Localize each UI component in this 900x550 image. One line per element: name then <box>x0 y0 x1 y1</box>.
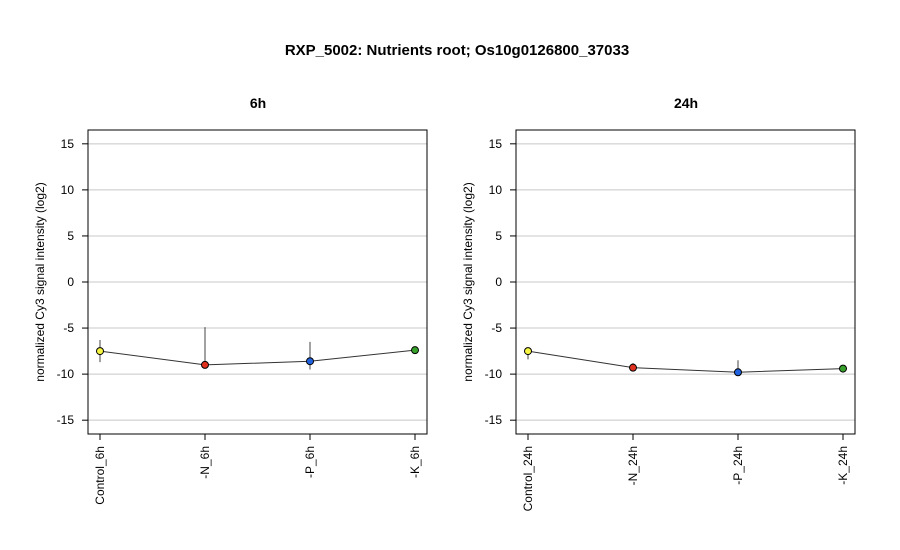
y-tick-label: -10 <box>485 367 503 381</box>
data-point <box>201 360 209 369</box>
y-tick-label: 0 <box>67 275 74 289</box>
data-point <box>524 347 532 356</box>
data-point <box>411 346 419 355</box>
x-tick-label: -P_24h <box>731 446 745 485</box>
y-axis-label: normalized Cy3 signal intensity (log2) <box>461 182 475 381</box>
data-point <box>839 364 847 373</box>
panel-title: 24h <box>674 95 698 111</box>
x-tick-label: -N_24h <box>626 446 640 485</box>
y-tick-label: 10 <box>489 183 503 197</box>
x-tick-label: -K_6h <box>408 446 422 478</box>
plot-frame <box>87 129 428 435</box>
data-point <box>96 347 104 356</box>
y-tick-label: -5 <box>63 321 74 335</box>
panel-6h: 6h -15 -10 -5 0 5 10 15 normalized Cy3 signal in… <box>33 95 428 505</box>
series-line <box>527 350 844 373</box>
panel-24h: 24h -15 -10 -5 0 5 10 15 normalized Cy3 signal i… <box>461 95 856 511</box>
y-axis-label: normalized Cy3 signal intensity (log2) <box>33 182 47 381</box>
y-tick-label: 15 <box>489 137 503 151</box>
y-tick-label: 0 <box>495 275 502 289</box>
series-line <box>99 349 416 366</box>
data-point <box>734 368 742 377</box>
y-tick-label: -15 <box>57 413 75 427</box>
y-tick-label: -10 <box>57 367 75 381</box>
y-tick-label: 5 <box>495 229 502 243</box>
x-tick-label: -K_24h <box>836 446 850 485</box>
y-tick-label: 5 <box>67 229 74 243</box>
y-tick-label: 15 <box>61 137 75 151</box>
x-tick-label: -N_6h <box>198 446 212 479</box>
data-point <box>306 357 314 366</box>
x-tick-label: Control_24h <box>521 446 535 511</box>
y-tick-label: -5 <box>491 321 502 335</box>
x-tick-label: Control_6h <box>93 446 107 505</box>
data-point <box>629 363 637 372</box>
x-tick-label: -P_6h <box>303 446 317 478</box>
panel-title: 6h <box>250 95 266 111</box>
y-tick-label: -15 <box>485 413 503 427</box>
y-tick-label: 10 <box>61 183 75 197</box>
plot-frame <box>515 129 856 435</box>
figure-title: RXP_5002: Nutrients root; Os10g0126800_3… <box>285 42 629 59</box>
